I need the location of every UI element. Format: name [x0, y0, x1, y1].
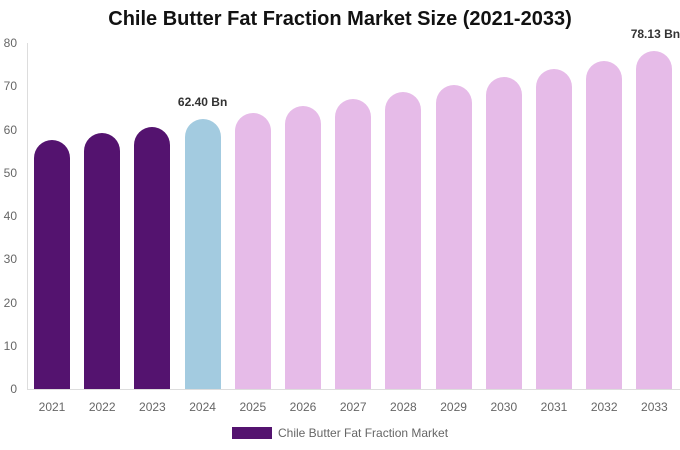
legend-swatch	[232, 427, 272, 439]
bar-2032[interactable]	[586, 61, 623, 389]
x-tick-label: 2028	[390, 400, 417, 414]
x-tick-label: 2033	[641, 400, 668, 414]
bar-2022[interactable]	[84, 132, 121, 389]
bar-2026[interactable]	[285, 106, 321, 389]
legend[interactable]: Chile Butter Fat Fraction Market	[232, 426, 448, 440]
x-tick-label: 2021	[38, 400, 66, 414]
y-tick-label: 0	[10, 382, 17, 396]
y-tick-label: 80	[3, 36, 17, 50]
x-tick-label: 2029	[440, 400, 467, 414]
x-tick-label: 2022	[88, 400, 116, 414]
x-tick-label: 2024	[189, 400, 216, 414]
bar-2028[interactable]	[385, 91, 422, 389]
bar-2023[interactable]	[134, 126, 171, 389]
y-tick-label: 40	[3, 209, 17, 223]
x-tick-label: 2026	[289, 400, 317, 414]
data-label-2033: 78.13 Bn	[630, 27, 680, 42]
y-tick-label: 10	[3, 338, 17, 353]
bar-2021[interactable]	[34, 139, 70, 389]
bar-2027[interactable]	[335, 98, 372, 389]
x-tick-label: 2032	[590, 400, 618, 414]
y-axis-line	[27, 43, 28, 389]
bar-2024[interactable]	[184, 119, 221, 389]
bar-2030[interactable]	[485, 77, 522, 389]
x-axis-line	[27, 389, 680, 390]
bar-2025[interactable]	[234, 113, 271, 389]
y-tick-label: 70	[3, 79, 17, 94]
x-tick-label: 2025	[239, 400, 267, 414]
x-tick-label: 2031	[540, 400, 568, 414]
y-tick-label: 20	[3, 295, 17, 310]
legend-label: Chile Butter Fat Fraction Market	[278, 426, 449, 440]
x-tick-label: 2027	[339, 400, 367, 414]
x-tick-label: 2023	[139, 400, 166, 414]
y-tick-label: 30	[3, 252, 17, 267]
bar-2029[interactable]	[435, 84, 472, 389]
bar-2031[interactable]	[536, 68, 572, 389]
y-tick-label: 60	[3, 122, 17, 137]
data-label-2024: 62.40 Bn	[177, 95, 228, 110]
y-tick-label: 50	[3, 165, 17, 180]
chart-title: Chile Butter Fat Fraction Market Size (2…	[108, 8, 572, 30]
bar-2033[interactable]	[636, 51, 673, 389]
x-tick-label: 2030	[490, 400, 518, 414]
